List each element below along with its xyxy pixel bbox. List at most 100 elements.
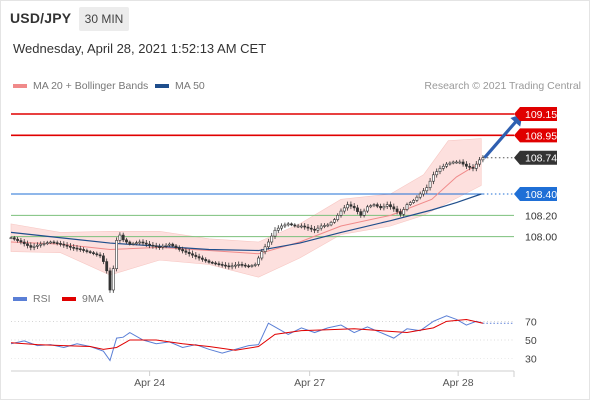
candle-body xyxy=(161,245,165,248)
candle-body xyxy=(168,243,171,246)
candle-body xyxy=(332,219,336,223)
legend-rsi: RSI xyxy=(13,293,51,305)
candle-body xyxy=(474,163,478,169)
candle-body xyxy=(115,240,119,269)
legend-ma9: 9MA xyxy=(62,293,104,305)
candle-body xyxy=(12,237,16,240)
candle-body xyxy=(111,268,115,291)
ma9-swatch-icon xyxy=(62,297,76,302)
candle-body xyxy=(207,260,211,263)
candle-body xyxy=(243,264,247,267)
candle-body xyxy=(375,204,379,207)
ma50-line xyxy=(10,193,482,252)
candle-body xyxy=(257,257,260,265)
candle-body xyxy=(445,163,449,167)
candle-body xyxy=(349,204,353,207)
candle-body xyxy=(405,204,409,210)
candle-body xyxy=(365,206,369,212)
candle-body xyxy=(75,247,79,250)
candle-body xyxy=(95,253,99,256)
candle-body xyxy=(214,262,218,265)
candle-body xyxy=(177,247,181,250)
price-label-text: 109.15 xyxy=(525,109,557,121)
candle-body xyxy=(293,224,297,227)
candle-body xyxy=(151,244,155,247)
candle-body xyxy=(398,211,402,215)
candle-body xyxy=(184,250,188,253)
candle-body xyxy=(144,242,148,245)
rsi-tick-label: 70 xyxy=(525,316,537,328)
rsi-tick-label: 50 xyxy=(525,335,537,347)
candle-body xyxy=(164,244,168,247)
candle-body xyxy=(263,246,267,252)
candle-body xyxy=(422,190,425,195)
candle-body xyxy=(29,245,33,248)
candle-body xyxy=(19,240,23,243)
candle-body xyxy=(35,244,39,247)
candle-body xyxy=(356,207,359,212)
candle-body xyxy=(154,245,158,248)
candle-body xyxy=(412,200,416,203)
price-label-tag xyxy=(514,128,557,143)
candle-body xyxy=(210,261,214,264)
candle-body xyxy=(148,243,152,246)
candle-body xyxy=(316,227,320,231)
candle-body xyxy=(352,205,356,209)
legend-ma50-label: MA 50 xyxy=(175,80,205,92)
candle-body xyxy=(385,204,389,207)
candle-body xyxy=(418,193,422,198)
source-credit: Research © 2021 Trading Central xyxy=(424,80,581,92)
candle-body xyxy=(270,235,274,243)
candle-body xyxy=(181,249,185,252)
candle-body xyxy=(72,247,76,249)
x-tick-label: Apr 27 xyxy=(294,377,325,389)
candle-body xyxy=(217,263,221,265)
candle-body xyxy=(306,226,310,229)
timestamp: Wednesday, April 28, 2021 1:52:13 AM CET xyxy=(13,41,267,56)
candle-body xyxy=(346,204,350,209)
price-label-tag xyxy=(514,187,557,201)
candle-body xyxy=(441,165,445,169)
candle-body xyxy=(102,255,105,262)
candle-body xyxy=(191,253,194,256)
candle-body xyxy=(379,205,383,209)
timeframe-button[interactable]: 30 MIN xyxy=(79,7,129,31)
candle-body xyxy=(435,171,439,176)
candle-body xyxy=(194,254,198,257)
candle-body xyxy=(260,251,264,259)
legend-ma20: MA 20 + Bollinger Bands xyxy=(13,80,148,92)
legend-ma50: MA 50 xyxy=(155,80,205,92)
candle-body xyxy=(395,208,399,212)
candle-body xyxy=(299,225,303,228)
candle-body xyxy=(296,225,300,228)
candle-body xyxy=(220,264,224,266)
candle-body xyxy=(69,245,72,248)
candle-body xyxy=(464,163,468,167)
candle-body xyxy=(303,225,307,228)
candle-body xyxy=(481,157,485,161)
candle-body xyxy=(250,265,254,267)
candle-body xyxy=(478,159,482,165)
candle-body xyxy=(62,243,66,246)
candle-body xyxy=(237,264,241,266)
candle-body xyxy=(98,254,102,257)
candle-body xyxy=(108,270,112,291)
candle-body xyxy=(415,196,419,201)
candle-body xyxy=(240,264,244,266)
candle-body xyxy=(49,241,53,244)
candle-body xyxy=(121,234,125,241)
candle-body xyxy=(45,242,49,245)
candle-body xyxy=(9,237,13,240)
candle-body xyxy=(455,161,458,164)
candle-body xyxy=(309,227,313,230)
symbol-title: USD/JPY xyxy=(10,10,72,26)
candle-body xyxy=(471,167,475,169)
candle-body xyxy=(362,210,366,216)
candle-body xyxy=(42,243,46,245)
candle-body xyxy=(359,211,363,216)
candle-body xyxy=(336,215,340,220)
candle-body xyxy=(197,256,201,259)
candle-body xyxy=(32,245,36,248)
candle-body xyxy=(59,243,62,245)
